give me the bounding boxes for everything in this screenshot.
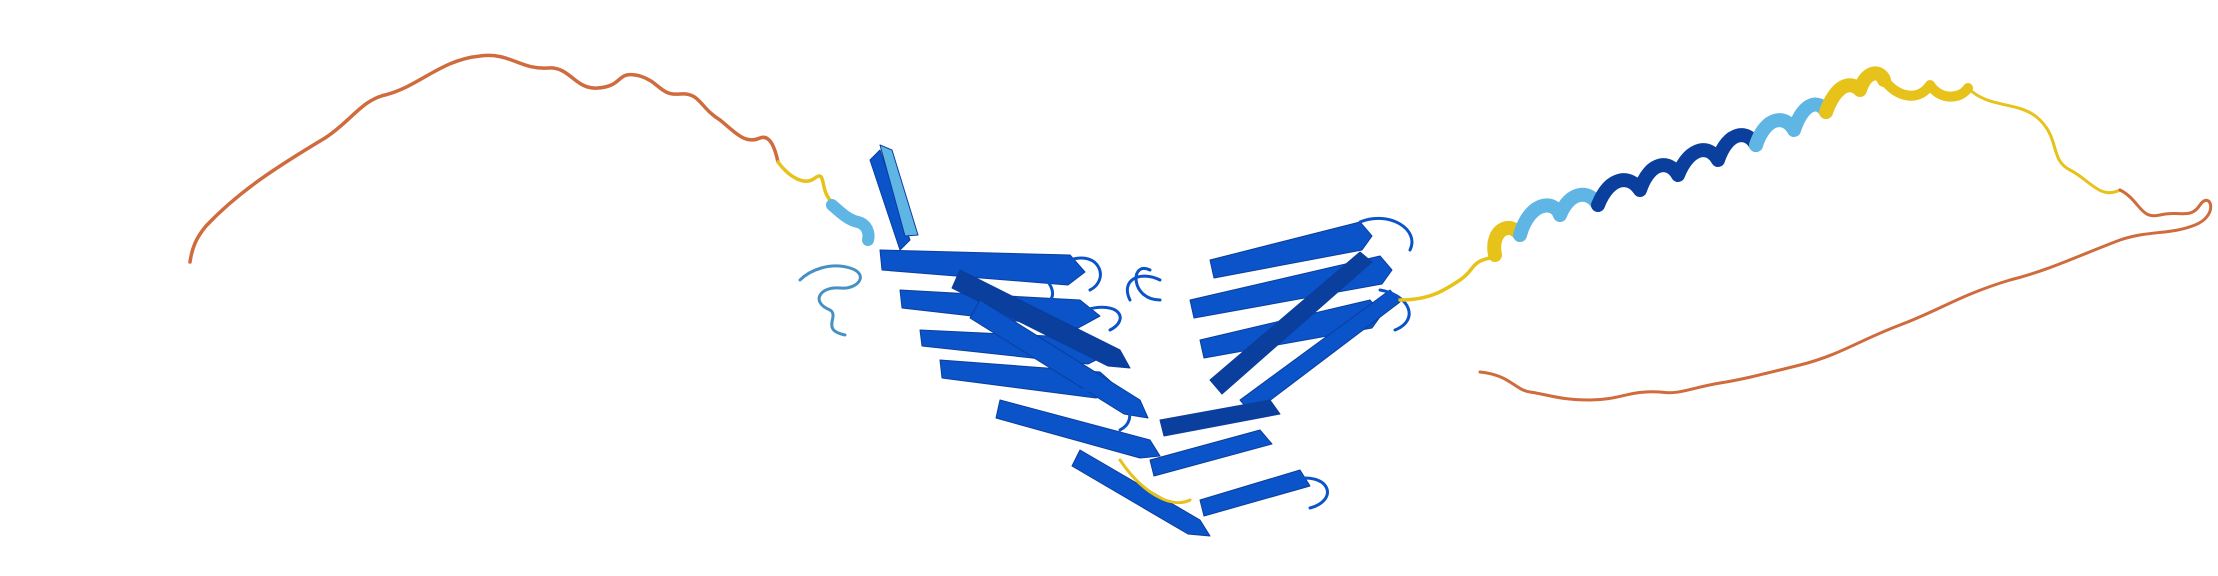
beta-strand [869,149,911,251]
n-linker-low-confidence [776,160,832,202]
n-terminal-disordered-tail [188,53,780,264]
beta-strand [995,399,1161,459]
c-terminal-disordered-tail [1966,86,2122,195]
left-domain-loops [998,256,1131,432]
right-domain-loops [1125,216,1414,510]
n-helix-confident [826,199,875,246]
c-terminal-disordered-tail-end [1478,188,2213,402]
beta-strand [969,299,1149,419]
helix-segment-confident [1749,97,1833,152]
beta-strand [1209,221,1373,279]
helix-segment-confident [1513,187,1605,242]
beta-strand [1199,469,1311,517]
helix-segment-very-high [1591,128,1763,212]
beta-strand [879,144,919,237]
beta-strand [1209,251,1373,395]
left-edge-loop [798,264,862,337]
left-beta-sandwich-domain [869,144,1211,537]
helix-segment-yellow [1819,66,1891,119]
beta-strand [951,269,1131,369]
beta-strand [1149,429,1273,477]
right-beta-sandwich-domain [1149,221,1401,517]
beta-strand [1071,449,1211,537]
domain-to-helix-linker [1398,256,1492,302]
bottom-low-confidence-loop [1118,458,1192,505]
beta-strand [1159,399,1281,437]
c-terminal-small-helix [1879,75,1973,102]
long-alpha-helix [1487,66,1891,262]
beta-strand [879,249,1086,286]
